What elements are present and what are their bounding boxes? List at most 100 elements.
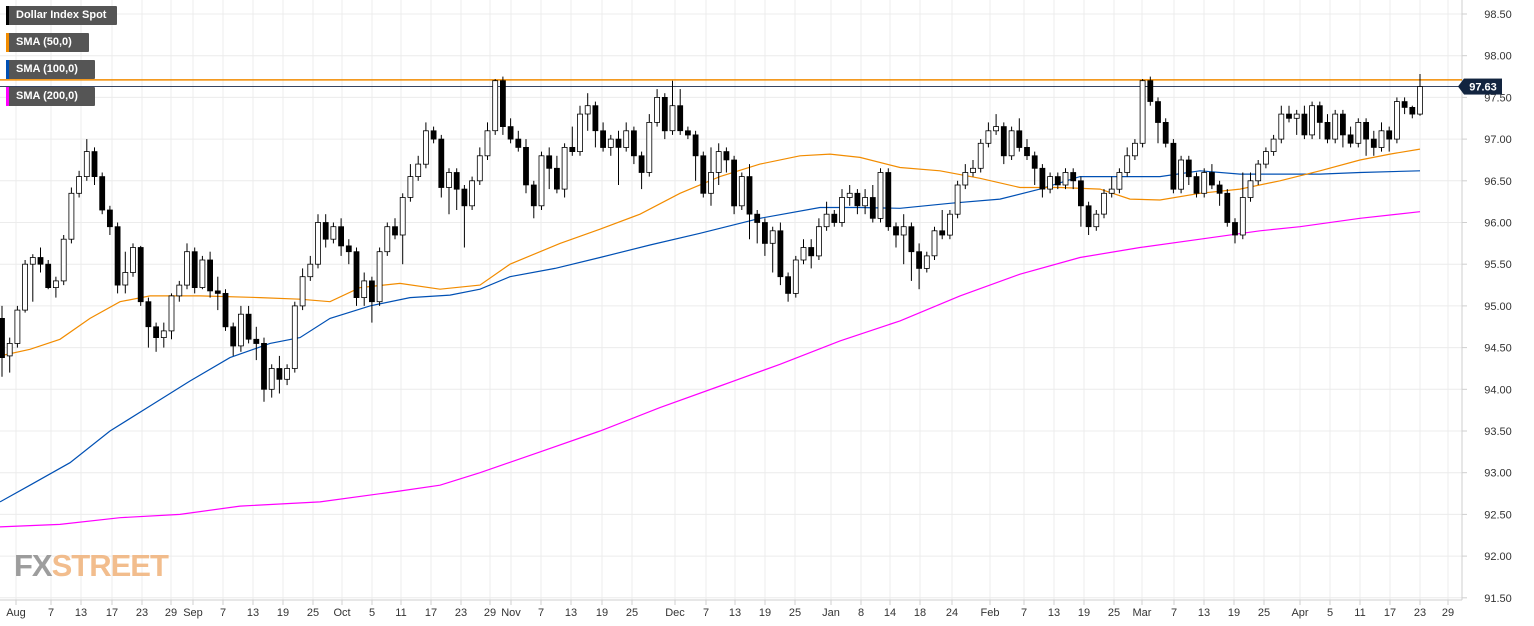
candle (446, 168, 452, 215)
candle-body-down (1340, 113, 1346, 136)
candle-body-down (499, 80, 506, 127)
candle-body-down (554, 167, 560, 190)
candle (669, 80, 676, 135)
candle (631, 126, 637, 165)
candle-body-up (1124, 155, 1131, 173)
candle (893, 222, 899, 248)
candle-body-up (1239, 197, 1246, 236)
candle-body-up (160, 330, 167, 338)
candle-body-down (214, 290, 221, 294)
candle-body-up (1108, 188, 1115, 194)
candle-body-down (723, 151, 730, 161)
y-tick-label: 94.50 (1484, 343, 1512, 355)
y-axis-ticks: 98.50 98.00 97.50 97.00 96.50 96.00 95.50 95.00… (1462, 9, 1512, 605)
candle (368, 276, 375, 323)
candle-body-down (191, 251, 198, 288)
candle (1139, 79, 1146, 148)
candle (461, 185, 468, 248)
candle-body-down (831, 213, 838, 223)
candle-body-down (1324, 122, 1331, 140)
candle-body-up (22, 263, 29, 311)
candle-body-up (607, 138, 614, 148)
candle (638, 151, 645, 190)
x-tick-label: 19 (596, 607, 608, 619)
x-tick-label: 25 (789, 607, 801, 619)
candle-body-up (399, 197, 406, 236)
candle (476, 147, 483, 185)
sma-50-line (0, 148, 1421, 357)
candle (407, 164, 414, 202)
candle (654, 89, 660, 127)
candle-body-up (6, 342, 13, 357)
candle-body-up (299, 276, 306, 307)
candle-body-up (407, 176, 414, 198)
candle (499, 76, 506, 135)
candle (577, 105, 583, 156)
x-tick-label: 19 (759, 607, 771, 619)
candle (561, 143, 568, 198)
candle (923, 251, 930, 273)
candle-body-up (800, 247, 807, 261)
candle (1047, 172, 1053, 194)
candle (1000, 122, 1007, 165)
candle-body-down (685, 130, 691, 136)
x-tick-label: 19 (1228, 607, 1240, 619)
candle-body-down (569, 146, 576, 152)
candle (1070, 168, 1077, 190)
legend-item-sma-100: SMA (100,0) (6, 60, 95, 79)
candle (1309, 101, 1315, 140)
y-tick-label: 93.50 (1484, 426, 1512, 438)
candle (738, 172, 745, 210)
candle (430, 126, 437, 144)
candle (723, 147, 730, 173)
candle (338, 218, 345, 256)
y-tick-label: 95.00 (1484, 301, 1512, 313)
y-tick-label: 96.00 (1484, 218, 1512, 230)
candle (1147, 76, 1154, 106)
candle-body-down (908, 226, 915, 253)
x-tick-label: 25 (626, 607, 638, 619)
fxstreet-logo: FXSTREET (14, 548, 169, 584)
candle-body-down (1363, 122, 1369, 140)
candle (908, 222, 915, 281)
x-tick-label: Nov (501, 607, 521, 619)
candle-body-up (1309, 105, 1315, 136)
candle-body-down (746, 176, 753, 215)
x-tick-label: 7 (1171, 607, 1177, 619)
x-tick-label: 24 (946, 607, 958, 619)
candle-body-down (253, 338, 260, 344)
legend-item-sma-50: SMA (50,0) (6, 33, 89, 52)
candle-body-down (546, 155, 553, 169)
candle-body-up (669, 105, 676, 132)
candle-body-down (754, 213, 761, 223)
candle-body-down (1232, 222, 1238, 236)
candle-body-down (430, 130, 437, 140)
x-tick-label: Mar (1133, 607, 1152, 619)
candle-body-down (1209, 172, 1215, 186)
candle (1185, 155, 1192, 185)
candle (1116, 168, 1123, 194)
candle (931, 226, 938, 260)
candle-body-down (1085, 205, 1092, 228)
candle (207, 251, 214, 298)
candle-body-down (1024, 146, 1030, 157)
candle (29, 254, 36, 302)
candle-body-up (646, 122, 653, 173)
candle-body-up (708, 172, 714, 194)
candle (0, 305, 5, 377)
x-axis-ticks: Aug 7 13 17 23 29 Sep 7 13 19 25 Oct 5 11 17 23 29 Nov 7 13… (6, 600, 1454, 619)
candle (885, 168, 892, 231)
y-tick-label: 95.50 (1484, 259, 1512, 271)
candle (1209, 164, 1215, 190)
candle (592, 101, 599, 148)
candle-body-up (1255, 163, 1262, 182)
candle (1355, 118, 1362, 148)
candle-body-up (1355, 122, 1362, 144)
candle-body-up (792, 259, 799, 294)
candle (831, 210, 838, 227)
candle-body-down (939, 230, 946, 236)
candle-body-down (107, 209, 113, 228)
candle (661, 93, 668, 140)
candle (1394, 97, 1400, 144)
candle-body-up (14, 309, 21, 344)
